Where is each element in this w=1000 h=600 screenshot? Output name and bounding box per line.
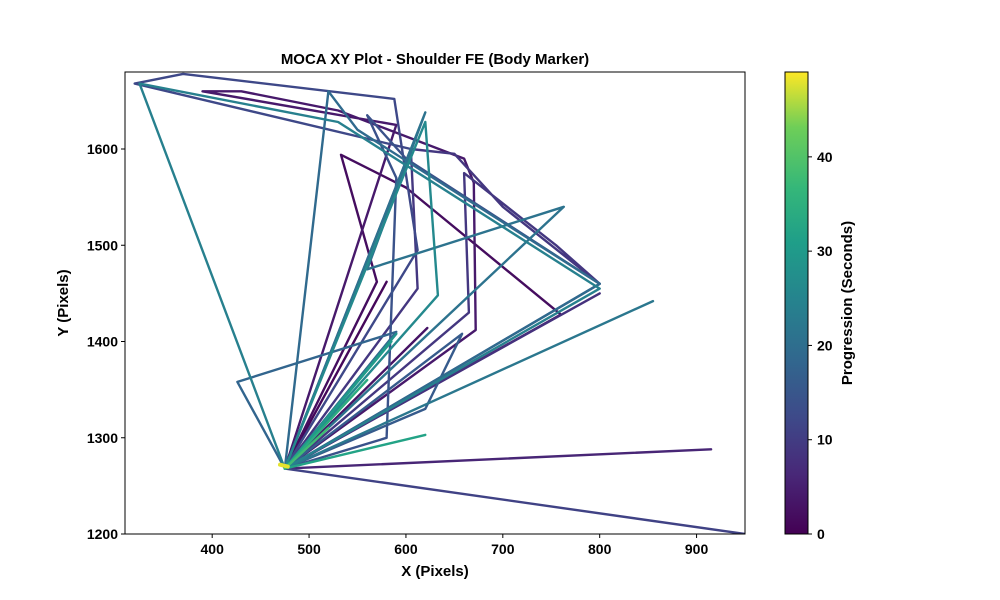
colorbar-tick-label: 30 bbox=[817, 243, 833, 259]
series-layer bbox=[133, 72, 745, 534]
y-axis: 1200 1300 1400 1500 1600 bbox=[87, 141, 125, 542]
trajectory-segment-2 bbox=[283, 326, 429, 470]
colorbar-label: Progression (Seconds) bbox=[839, 221, 856, 385]
x-tick-label: 500 bbox=[297, 541, 321, 557]
x-tick-label: 700 bbox=[491, 541, 515, 557]
colorbar-tick-label: 20 bbox=[817, 337, 833, 353]
trajectory-segment-15 bbox=[138, 82, 601, 470]
y-tick-label: 1600 bbox=[87, 141, 118, 157]
trajectory-segment-22 bbox=[278, 462, 290, 469]
y-tick-label: 1500 bbox=[87, 237, 118, 253]
trajectory-segment-20 bbox=[283, 378, 369, 470]
trajectory-segment-4 bbox=[283, 448, 713, 470]
colorbar-tick-label: 10 bbox=[817, 432, 833, 448]
trajectory-segment-5 bbox=[283, 292, 601, 470]
x-tick-label: 900 bbox=[685, 541, 709, 557]
x-tick-label: 800 bbox=[588, 541, 612, 557]
trajectory-segment-13 bbox=[283, 111, 565, 470]
trajectory-segment-7 bbox=[283, 467, 745, 534]
trajectory-segment-19 bbox=[283, 433, 427, 470]
plot-frame bbox=[124, 71, 746, 535]
y-axis-label: Y (Pixels) bbox=[55, 269, 72, 336]
trajectory-segment-21 bbox=[283, 426, 330, 470]
x-tick-label: 600 bbox=[394, 541, 418, 557]
trajectory-segment-14 bbox=[283, 299, 655, 470]
colorbar-tick-label: 0 bbox=[817, 526, 825, 542]
x-tick-label: 400 bbox=[201, 541, 225, 557]
y-tick-label: 1300 bbox=[87, 430, 118, 446]
trajectory-segment-16 bbox=[283, 120, 440, 470]
colorbar-axis: 0 10 20 30 40 bbox=[808, 149, 833, 542]
chart-title: MOCA XY Plot - Shoulder FE (Body Marker) bbox=[281, 51, 589, 68]
trajectory-segment-6 bbox=[283, 147, 601, 470]
trajectory-segment-18 bbox=[283, 340, 393, 470]
trajectory-segment-10 bbox=[283, 332, 464, 470]
trajectory-segment-12 bbox=[283, 90, 601, 470]
trajectory-segment-3 bbox=[201, 90, 477, 470]
x-axis: 400 500 600 700 800 900 bbox=[201, 534, 709, 557]
trajectory-segment-0 bbox=[283, 280, 388, 470]
x-axis-label: X (Pixels) bbox=[401, 563, 469, 580]
colorbar-tick-label: 40 bbox=[817, 149, 833, 165]
y-tick-label: 1200 bbox=[87, 526, 118, 542]
colorbar bbox=[784, 71, 809, 535]
y-tick-label: 1400 bbox=[87, 334, 118, 350]
